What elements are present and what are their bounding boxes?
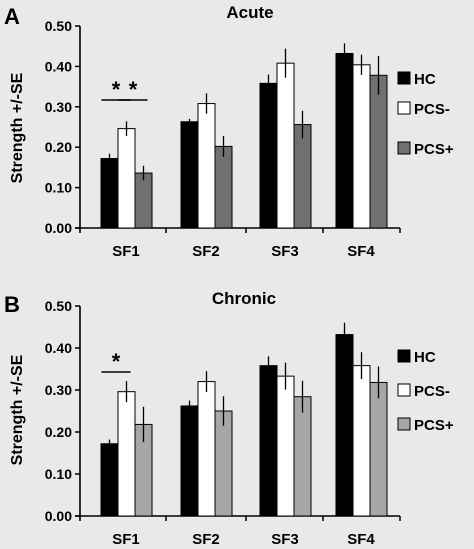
y-tick-label: 0.30 — [45, 382, 72, 398]
y-tick-label: 0.40 — [45, 58, 72, 74]
bar-pcs-sf2 — [214, 410, 233, 517]
bar-hc-sf2 — [180, 405, 199, 517]
y-tick-label: 0.00 — [45, 220, 72, 236]
category-label-sf3: SF3 — [271, 531, 299, 548]
bar-pcs-sf4 — [352, 64, 371, 229]
bar-pcs-sf2 — [214, 145, 233, 229]
bar-pcs-sf1 — [117, 128, 136, 229]
panel-letter: A — [4, 4, 20, 29]
legend-label-hc: HC — [414, 71, 436, 88]
bar-hc-sf4 — [335, 52, 354, 229]
y-tick-label: 0.40 — [45, 340, 72, 356]
bar-hc-sf2 — [180, 121, 199, 229]
bar-pcs-sf4 — [369, 381, 388, 517]
bar-pcs-sf3 — [293, 396, 312, 517]
legend-swatch-pcs — [397, 101, 411, 115]
legend-swatch-pcs — [397, 383, 411, 397]
bar-pcs-sf4 — [352, 365, 371, 517]
y-tick-label: 0.10 — [45, 466, 72, 482]
y-tick-label: 0.30 — [45, 99, 72, 115]
significance-star: * — [129, 77, 138, 102]
bar-pcs-sf2 — [197, 381, 216, 517]
bar-hc-sf4 — [335, 334, 354, 517]
bar-pcs-sf1 — [117, 391, 136, 517]
bar-hc-sf3 — [259, 365, 278, 517]
bar-pcs-sf3 — [293, 124, 312, 229]
y-tick-label: 0.50 — [45, 298, 72, 314]
y-tick-label: 0.20 — [45, 139, 72, 155]
bar-pcs-sf3 — [276, 62, 295, 229]
y-axis-label: Strength +/-SE — [9, 354, 26, 465]
panel-letter: B — [4, 292, 20, 317]
legend-label-pcs: PCS+ — [414, 141, 454, 158]
legend-label-pcs: PCS- — [414, 101, 450, 118]
bar-hc-sf1 — [100, 443, 119, 517]
y-tick-label: 0.00 — [45, 508, 72, 524]
significance-star: * — [112, 77, 121, 102]
legend-label-hc: HC — [414, 349, 436, 366]
category-label-sf4: SF4 — [347, 531, 375, 548]
bar-pcs-sf3 — [276, 375, 295, 517]
category-label-sf1: SF1 — [112, 531, 140, 548]
bar-pcs-sf1 — [134, 172, 153, 229]
category-label-sf2: SF2 — [192, 531, 220, 548]
chart-panel-a: A Acute Strength +/-SE 0.00 0.10 0.20 0.30 0.40… — [4, 3, 454, 260]
category-label-sf3: SF3 — [271, 243, 299, 260]
bar-hc-sf3 — [259, 82, 278, 229]
legend-label-pcs: PCS- — [414, 383, 450, 400]
legend-swatch-hc — [397, 71, 411, 85]
legend-label-pcs: PCS+ — [414, 417, 454, 434]
y-tick-label: 0.50 — [45, 18, 72, 34]
legend-swatch-pcs — [397, 417, 411, 431]
category-label-sf4: SF4 — [347, 243, 375, 260]
bar-hc-sf1 — [100, 158, 119, 229]
significance-star: * — [112, 349, 121, 374]
category-label-sf1: SF1 — [112, 243, 140, 260]
chart-panel-b: B Chronic Strength +/-SE 0.00 0.10 0.20 0.30 0.… — [4, 289, 454, 548]
chart-title: Chronic — [212, 289, 276, 308]
bar-pcs-sf2 — [197, 103, 216, 229]
y-tick-label: 0.10 — [45, 180, 72, 196]
category-label-sf2: SF2 — [192, 243, 220, 260]
legend-swatch-hc — [397, 349, 411, 363]
chart-title: Acute — [226, 3, 273, 22]
bar-pcs-sf4 — [369, 74, 388, 229]
y-axis-label: Strength +/-SE — [9, 72, 26, 183]
legend-swatch-pcs — [397, 141, 411, 155]
y-tick-label: 0.20 — [45, 424, 72, 440]
